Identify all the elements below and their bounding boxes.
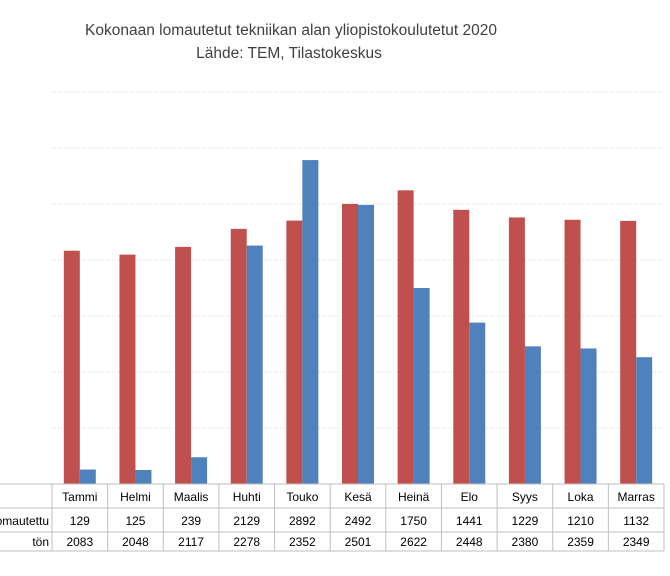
data-label: 2083 [66,535,93,549]
data-label: 2359 [567,535,594,549]
tick-label-loka: Loka [568,490,594,504]
data-label: 2117 [178,535,204,549]
bar-series1-kesä [342,203,358,484]
data-label: 2352 [289,535,316,549]
data-label: 2129 [233,514,260,528]
bar-series1-heinä [397,190,414,484]
data-label: 2380 [512,535,539,549]
bars [63,160,653,485]
bar-series1-huhti [230,228,247,484]
data-label: 2048 [122,535,149,549]
data-label: 1750 [400,514,427,528]
data-label: 1132 [623,514,649,528]
tick-label-marras: Marras [618,490,655,504]
tick-label-kesä: Kesä [344,490,372,504]
bar-series1-maalis [175,246,192,484]
data-table: Tammi Helmi Maalis Huhti Touko Kesä Heinä Elo Sy… [0,483,665,552]
bar-series1-tammi [63,250,80,484]
data-label: 2892 [289,514,316,528]
tick-label-huhti: Huhti [233,490,261,504]
bar-series2-heinä [413,288,430,484]
chart-title: Kokonaan lomautetut tekniikan alan yliop… [85,22,497,39]
bar-series2-marras [636,357,653,484]
tick-label-heinä: Heinä [398,490,430,504]
data-label: 125 [125,514,145,528]
tick-label-elo: Elo [461,490,479,504]
tick-label-maalis: Maalis [174,490,209,504]
bar-series2-loka [580,348,597,484]
bar-series2-elo [469,322,486,484]
data-label: 1210 [567,514,594,528]
data-label: 1441 [456,514,483,528]
bar-series2-syys [524,346,541,484]
data-label: 2501 [345,535,372,549]
bar-series2-kesä [358,204,374,484]
bar-series1-helmi [119,254,136,484]
table-row-label: omautettu [0,514,49,528]
bar-series1-syys [508,217,525,484]
data-label: 1229 [512,514,539,528]
bar-series1-loka [564,219,581,485]
data-label: 2278 [233,535,260,549]
tick-label-tammi: Tammi [62,490,97,504]
tick-label-helmi: Helmi [120,490,151,504]
chart-subtitle: Lähde: TEM, Tilastokeskus [196,45,382,62]
tick-label-touko: Touko [286,490,318,504]
bar-series1-elo [453,209,470,484]
bar-series1-touko [286,220,303,485]
data-label: 2349 [623,535,650,549]
bar-series2-maalis [191,457,208,484]
bar-series2-huhti [246,245,263,484]
data-label: 2492 [345,514,372,528]
bar-series1-marras [620,220,637,485]
data-label: 129 [70,514,90,528]
bar-series2-touko [302,160,319,484]
table-row-label: tön [32,535,49,549]
bar-series2-helmi [135,470,152,484]
data-label: 2622 [400,535,427,549]
tick-label-syys: Syys [512,490,538,504]
data-label: 239 [181,514,201,528]
bar-series2-tammi [79,469,96,484]
data-label: 2448 [456,535,483,549]
